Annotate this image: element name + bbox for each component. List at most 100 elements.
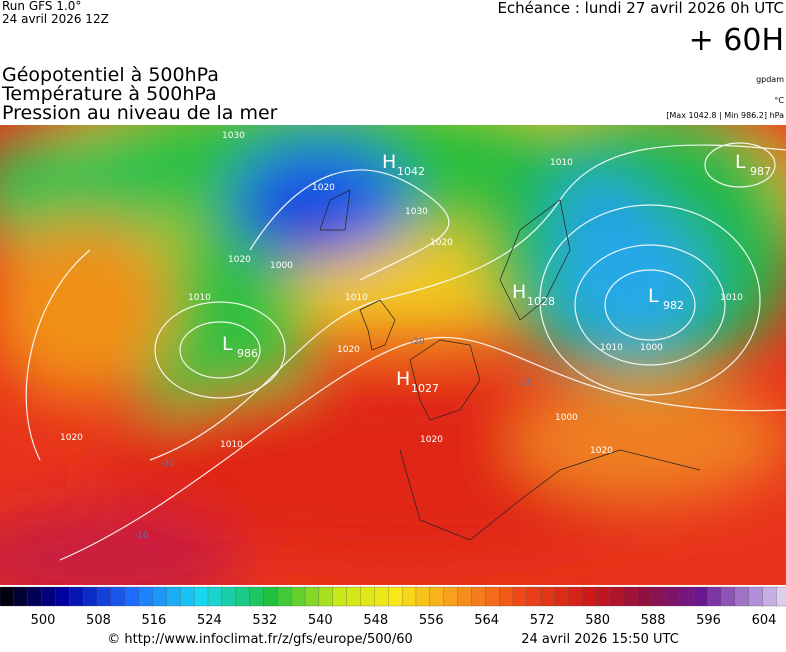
scale-cell — [166, 586, 181, 607]
field-1: Géopotentiel à 500hPa — [2, 64, 219, 86]
scale-label: 596 — [696, 613, 721, 628]
scale-cell — [249, 586, 265, 607]
scale-cell — [374, 586, 389, 607]
run-label: Run GFS 1.0° — [2, 0, 81, 13]
scale-cell — [706, 586, 722, 607]
scale-cell — [679, 586, 694, 607]
isobar-label: 1010 — [220, 440, 243, 450]
scale-cell — [471, 586, 486, 607]
scale-cell — [55, 586, 70, 607]
scale-cell — [83, 586, 98, 607]
scale-cell — [582, 586, 597, 607]
isobar-label: 1030 — [222, 131, 245, 141]
isobar-label: 1010 — [600, 343, 623, 353]
scale-label: 572 — [530, 613, 555, 628]
scale-cell — [207, 586, 223, 607]
isobar-label: 1010 — [188, 293, 211, 303]
coastlines — [319, 189, 701, 541]
scale-cell — [41, 586, 57, 607]
scale-cell — [263, 586, 278, 607]
isobar-labels: 1030 1020 1030 1020 1010 1010 1000 1010 1020 1010… — [60, 131, 743, 541]
scale-cell — [596, 586, 611, 607]
center-value: 1027 — [411, 382, 439, 395]
center-symbol: L — [222, 333, 233, 355]
scale-label: 580 — [585, 613, 610, 628]
scale-label: 540 — [308, 613, 333, 628]
scale-cell — [512, 586, 528, 607]
footer-url: © http://www.infoclimat.fr/z/gfs/europe/… — [107, 632, 413, 647]
scale-cell — [332, 586, 348, 607]
field-3: Pression au niveau de la mer — [2, 102, 278, 124]
isobar-label: 1020 — [590, 446, 613, 456]
scale-cell — [554, 586, 570, 607]
scale-cell — [27, 586, 43, 607]
scale-cell — [69, 586, 84, 607]
scale-label: 564 — [474, 613, 499, 628]
run-date: 24 avril 2026 12Z — [2, 12, 109, 26]
scale-cell — [110, 586, 126, 607]
center-value: 1028 — [527, 295, 555, 308]
scale-label: 500 — [31, 613, 56, 628]
scale-label: 604 — [752, 613, 777, 628]
isobar-label: 1020 — [420, 435, 443, 445]
center-symbol: H — [396, 368, 410, 390]
scale-cell — [235, 586, 251, 607]
scale-cell — [0, 586, 15, 607]
center-symbol: H — [382, 151, 396, 173]
scale-cell — [388, 586, 403, 607]
scale-label: 516 — [142, 613, 167, 628]
scale-cell — [124, 586, 140, 607]
footer-stamp: 24 avril 2026 15:50 UTC — [521, 632, 679, 647]
scale-cell — [96, 586, 112, 607]
isobar-label: 1010 — [345, 293, 368, 303]
isobar-label: 1010 — [720, 293, 743, 303]
scale-cell — [443, 586, 459, 607]
isobar-label: -20 — [160, 459, 175, 469]
isobar-label: 1020 — [312, 183, 335, 193]
isobar-label: 1010 — [550, 158, 573, 168]
isobar-label: 1030 — [405, 207, 428, 217]
center-value: 982 — [663, 299, 684, 312]
valid-time: Echéance : lundi 27 avril 2026 0h UTC — [497, 0, 784, 17]
scale-cell — [457, 586, 473, 607]
scale-cell — [609, 586, 625, 607]
isobar-label: 1020 — [228, 255, 251, 265]
unit-2: °C — [774, 96, 784, 105]
isobar-label: 1020 — [430, 238, 453, 248]
scale-cell — [637, 586, 653, 607]
scale-cell — [762, 586, 778, 607]
unit-3: [Max 1042.8 | Min 986.2] hPa — [666, 111, 784, 120]
scale-cell — [485, 586, 500, 607]
scale-cell — [193, 586, 209, 607]
lead-time: + 60H — [689, 23, 784, 58]
scale-cell — [401, 586, 417, 607]
scale-cell — [526, 586, 542, 607]
scale-label: 532 — [252, 613, 277, 628]
scale-label: 548 — [363, 613, 388, 628]
scale-label: 508 — [86, 613, 111, 628]
isobars — [25, 142, 786, 561]
scale-cell — [748, 586, 764, 607]
scale-cell — [499, 586, 514, 607]
scale-cell — [540, 586, 556, 607]
center-value: 1042 — [397, 165, 425, 178]
isobar-label: -20 — [410, 337, 425, 347]
isobar-label: -20 — [518, 378, 533, 388]
scale-cell — [415, 586, 431, 607]
scale-cell — [221, 586, 237, 607]
center-value: 987 — [750, 165, 771, 178]
scale-cell — [304, 586, 320, 607]
scale-cell — [734, 586, 750, 607]
scale-cell — [277, 586, 292, 607]
scale-cell — [346, 586, 362, 607]
scale-cell — [291, 586, 306, 607]
scale-cell — [318, 586, 334, 607]
scale-cell — [623, 586, 639, 607]
scale-cell — [138, 586, 154, 607]
isobar-label: 1000 — [270, 261, 293, 271]
scale-cell — [429, 586, 445, 607]
isobar-label: 1020 — [60, 433, 83, 443]
isobar-label: 1000 — [640, 343, 663, 353]
